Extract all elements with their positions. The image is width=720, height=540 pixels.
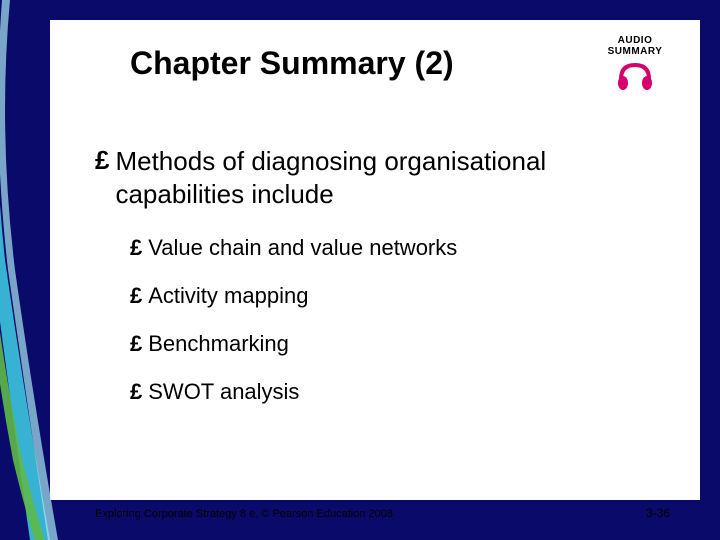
- list-item: £ SWOT analysis: [130, 379, 660, 405]
- audio-label-line2: SUMMARY: [595, 46, 675, 57]
- list-item: £ Benchmarking: [130, 331, 660, 357]
- list-item-text: Value chain and value networks: [148, 235, 457, 261]
- bullet-glyph: £: [130, 379, 142, 405]
- bullet-glyph: £: [130, 331, 142, 357]
- footer-text: Exploring Corporate Strategy 8 e, © Pear…: [95, 508, 393, 520]
- headphones-icon: [595, 59, 675, 98]
- audio-summary-badge: AUDIO SUMMARY: [595, 35, 675, 95]
- slide: Chapter Summary (2) AUDIO SUMMARY £ Meth…: [0, 0, 720, 540]
- sub-list: £ Value chain and value networks £ Activ…: [130, 235, 660, 427]
- list-item-text: Benchmarking: [148, 331, 289, 357]
- page-number: 3-36: [646, 506, 670, 520]
- main-bullet: £ Methods of diagnosing organisational c…: [95, 145, 660, 210]
- bullet-glyph: £: [95, 145, 109, 176]
- audio-label-line1: AUDIO: [595, 35, 675, 46]
- list-item: £ Activity mapping: [130, 283, 660, 309]
- slide-title: Chapter Summary (2): [130, 45, 454, 82]
- list-item: £ Value chain and value networks: [130, 235, 660, 261]
- bullet-glyph: £: [130, 283, 142, 309]
- list-item-text: SWOT analysis: [148, 379, 299, 405]
- bullet-glyph: £: [130, 235, 142, 261]
- main-bullet-text: Methods of diagnosing organisational cap…: [115, 145, 660, 210]
- list-item-text: Activity mapping: [148, 283, 308, 309]
